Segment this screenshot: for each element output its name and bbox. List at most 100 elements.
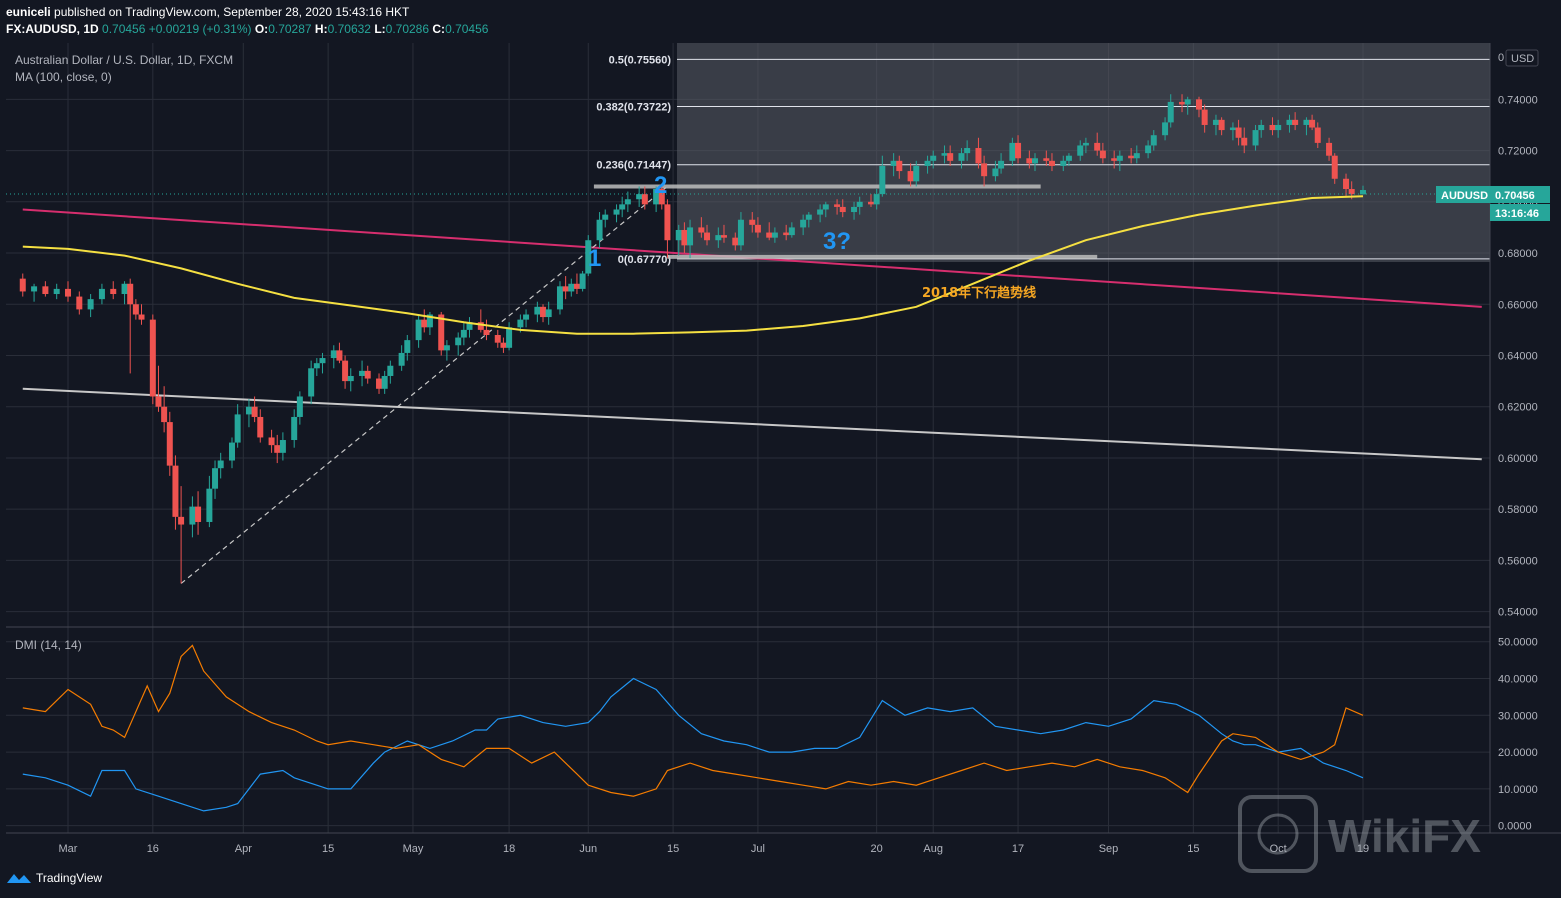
wave-2-label[interactable]: 2 — [654, 172, 667, 199]
candle-body — [754, 224, 761, 233]
candle-body — [1314, 127, 1321, 143]
candle-body — [178, 516, 185, 525]
symbol-info: FX:AUDUSD, 1D 0.70456 +0.00219 (+0.31%) … — [6, 22, 488, 36]
candle-body — [121, 283, 128, 295]
published-text: published on TradingView.com, September … — [54, 5, 410, 19]
candle-body — [687, 227, 694, 246]
candle-body — [890, 160, 897, 166]
candle-body — [1201, 109, 1208, 125]
time-tick-label: 20 — [871, 843, 883, 855]
price-tick-label: 0.54000 — [1498, 607, 1538, 619]
candle-body — [545, 309, 552, 318]
candle-body — [31, 286, 38, 292]
candle-body — [941, 153, 948, 156]
instrument-legend[interactable]: Australian Dollar / U.S. Dollar, 1D, FXC… — [15, 53, 233, 67]
candle-body — [251, 406, 258, 417]
time-tick-label: 17 — [1012, 843, 1024, 855]
trendline-2018-label[interactable]: 2018年下行趋势线 — [922, 285, 1036, 301]
dmi-tick-label: 50.0000 — [1498, 637, 1538, 649]
time-tick-label: 15 — [322, 843, 334, 855]
fib-retracement[interactable]: 0.5(0.75560) 0.382(0.73722) 0.236(0.71447)… — [596, 54, 1490, 266]
candle-body — [189, 506, 196, 525]
wave-1-label[interactable]: 1 — [588, 245, 601, 272]
candle-body — [1145, 145, 1152, 154]
candle-body — [155, 396, 162, 407]
candle-body — [573, 283, 580, 289]
candle-body — [517, 319, 524, 328]
brand-name[interactable]: TradingView — [36, 871, 103, 885]
candle-body — [149, 319, 156, 397]
candle-body — [839, 206, 846, 213]
candle-body — [619, 204, 626, 210]
candle-body — [596, 219, 603, 241]
symbol-tag — [1436, 186, 1490, 203]
candle-body — [1235, 127, 1242, 138]
candle-body — [296, 396, 303, 417]
candle-body — [1179, 101, 1186, 105]
candle-body — [161, 406, 168, 423]
watermark: WikiFX — [1238, 795, 1481, 873]
wave-3-label[interactable]: 3? — [823, 228, 851, 255]
candle-body — [132, 304, 139, 315]
high-label: H: — [314, 22, 328, 36]
candle-body — [308, 368, 315, 397]
candle-body — [585, 240, 592, 274]
candle-body — [675, 229, 682, 241]
candle-body — [291, 416, 298, 441]
time-tick-label: Oct — [1270, 843, 1287, 855]
price-tick-label: 0.64000 — [1498, 350, 1538, 362]
time-axis[interactable]: Mar 16 Apr 15 May 18 Jun 15 Jul 20 Aug 17 Sep 15 Oct 19 — [59, 843, 1370, 855]
candle-body — [172, 465, 179, 517]
candle-body — [421, 319, 428, 328]
price-tick-label: 0.60000 — [1498, 453, 1538, 465]
candle-body — [947, 153, 954, 161]
candle-body — [1343, 178, 1350, 189]
countdown-tag — [1490, 204, 1550, 221]
publisher-name[interactable]: euniceli — [6, 5, 51, 19]
candle-body — [913, 165, 920, 182]
candle-body — [1309, 119, 1316, 128]
candle-body — [664, 204, 671, 241]
candle-body — [822, 204, 829, 210]
candle-body — [856, 201, 863, 207]
candle-body — [387, 365, 394, 376]
candle-body — [800, 219, 807, 228]
price-change: +0.00219 (+0.31%) — [148, 22, 252, 36]
countdown-text: 13:16:46 — [1495, 208, 1539, 220]
candle-body — [851, 206, 858, 213]
candle-body — [87, 299, 94, 310]
candle-body — [234, 414, 241, 443]
candle-body — [1128, 155, 1135, 159]
open-value: 0.70287 — [268, 22, 312, 36]
dmi-legend[interactable]: DMI (14, 14) — [15, 638, 82, 652]
candle-body — [698, 227, 705, 233]
fib-level-label: 0.382(0.73722) — [596, 101, 671, 113]
price-axis[interactable]: 0.740000.720000.700000.680000.660000.640… — [1498, 94, 1538, 618]
currency-box[interactable] — [1505, 49, 1539, 67]
candle-body — [766, 232, 773, 238]
dmi-tick-label: 20.0000 — [1498, 747, 1538, 759]
candle-body — [924, 160, 931, 166]
candle-body — [65, 288, 71, 297]
support-trendline[interactable] — [22, 387, 1482, 461]
fib-level-label: 0.5(0.75560) — [609, 54, 672, 66]
candle-body — [805, 214, 812, 220]
time-tick-label: Jul — [751, 843, 765, 855]
candle-body — [681, 229, 688, 246]
axis-top-label: 0 — [1498, 52, 1504, 64]
candle-body — [1043, 158, 1050, 161]
candle-body — [534, 306, 541, 315]
candle-body — [1082, 142, 1089, 146]
candle-body — [1111, 158, 1118, 161]
candle-body — [110, 288, 117, 295]
symbol-name[interactable]: FX:AUDUSD, 1D — [6, 22, 99, 36]
candle-body — [540, 306, 547, 318]
fib-zone — [677, 43, 1490, 262]
tradingview-logo-icon[interactable] — [6, 871, 32, 885]
dmi-tick-label: 30.0000 — [1498, 710, 1538, 722]
dmi-axis[interactable]: 50.0000 40.0000 30.0000 20.0000 10.0000 0.000… — [1498, 637, 1538, 833]
candle-body — [1275, 124, 1282, 131]
ma-legend[interactable]: MA (100, close, 0) — [15, 70, 112, 84]
candle-body — [704, 232, 711, 241]
